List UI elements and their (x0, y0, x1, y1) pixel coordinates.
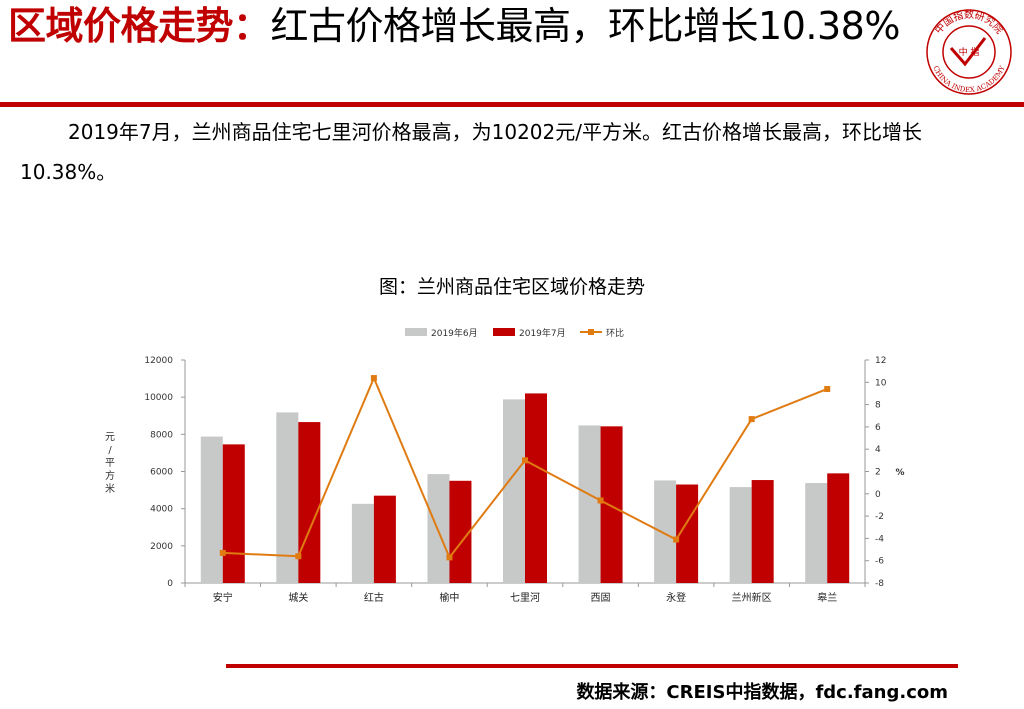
legend-swatch (405, 328, 427, 336)
y2-tick-label: -4 (875, 534, 884, 544)
y-tick-label: 6000 (150, 468, 173, 478)
bar (503, 399, 525, 583)
y-tick-label: 4000 (150, 505, 173, 515)
bar (200, 436, 223, 583)
x-tick-label: 七里河 (510, 592, 540, 604)
logo-check-icon (949, 37, 987, 67)
legend-label: 环比 (606, 327, 624, 339)
legend-marker (588, 329, 594, 335)
series-point (370, 375, 377, 382)
title-divider (0, 102, 1024, 107)
y2-tick-label: -8 (875, 579, 884, 589)
bar (449, 480, 472, 583)
x-tick-label: 榆中 (439, 591, 459, 604)
x-tick-label: 城关 (288, 591, 308, 604)
series-point (522, 457, 528, 464)
series-point (446, 554, 453, 561)
x-tick-label: 皋兰 (817, 591, 837, 604)
x-tick-label: 永登 (666, 591, 686, 604)
y2-tick-label: 0 (875, 490, 881, 500)
legend-swatch (493, 328, 515, 336)
bar (373, 495, 396, 583)
y2-tick-label: 10 (875, 378, 887, 388)
y2-tick-label: 6 (875, 423, 881, 433)
y2-tick-label: 4 (875, 445, 881, 455)
y-tick-label: 0 (167, 579, 173, 589)
china-index-academy-logo: 中国指数研究院 CHINA INDEX ACADEMY 中 指 (926, 8, 1012, 95)
y2-tick-label: -6 (875, 557, 884, 567)
bar (676, 484, 699, 583)
x-tick-label: 兰州新区 (732, 591, 772, 604)
series-point (824, 385, 831, 392)
y2-tick-label: 12 (875, 356, 886, 366)
y2-axis-label: % (895, 468, 904, 478)
y-axis-label-char: 方 (105, 469, 115, 482)
page-title: 区域价格走势：红古价格增长最高，环比增长10.38% (8, 4, 908, 48)
title-separator: ： (233, 4, 271, 48)
bar (729, 487, 752, 583)
y-tick-label: 2000 (150, 542, 173, 552)
y-axis-label-char: 元 (105, 432, 115, 443)
series-point (219, 549, 226, 556)
series-point (673, 536, 680, 543)
bar (525, 393, 547, 583)
legend-label: 2019年6月 (431, 327, 478, 339)
bar (654, 480, 677, 583)
x-tick-label: 西固 (591, 592, 611, 604)
y2-tick-label: 8 (875, 401, 881, 411)
y-tick-label: 8000 (150, 430, 173, 440)
logo-center-text: 中 指 (959, 46, 980, 58)
bar (427, 474, 450, 583)
bar (827, 473, 850, 583)
title-rest: 红古价格增长最高，环比增长10.38% (270, 4, 901, 48)
title-highlight: 区域价格走势 (8, 4, 234, 48)
bar (600, 426, 623, 583)
series-point (748, 416, 755, 423)
y-axis-label-char: / (108, 445, 112, 456)
series-point (295, 553, 302, 560)
bar (578, 425, 601, 583)
y2-tick-label: -2 (875, 512, 884, 522)
x-tick-label: 安宁 (213, 591, 233, 604)
summary-paragraph: 2019年7月，兰州商品住宅七里河价格最高，为10202元/平方米。红古价格增长… (20, 120, 922, 184)
bar (276, 412, 299, 583)
y-tick-label: 10000 (144, 393, 173, 403)
y-axis-label-char: 平 (105, 458, 115, 469)
series-point (597, 497, 604, 504)
x-tick-label: 红古 (364, 591, 384, 604)
legend-label: 2019年7月 (519, 327, 566, 339)
bar (351, 503, 374, 583)
footer-divider (226, 664, 958, 668)
bar (805, 483, 828, 583)
bar (751, 480, 774, 583)
bar (222, 444, 245, 583)
y-axis-label-char: 米 (105, 482, 115, 495)
chart-title: 图：兰州商品住宅区域价格走势 (378, 276, 645, 298)
data-source: 数据来源：CREIS中指数据，fdc.fang.com (576, 682, 948, 703)
y2-tick-label: 2 (875, 468, 881, 478)
y-tick-label: 12000 (144, 356, 173, 366)
bar (298, 422, 321, 583)
